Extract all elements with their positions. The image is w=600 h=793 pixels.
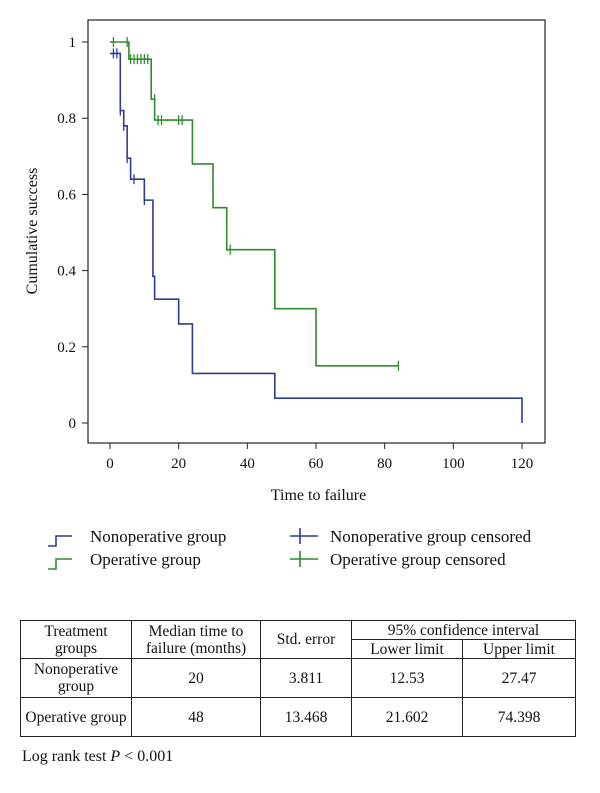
note-suffix: < 0.001	[124, 748, 174, 765]
cell-upper: 27.47	[462, 658, 576, 698]
x-tick-label: 0	[106, 456, 114, 472]
series-layer	[110, 37, 523, 423]
cell-group: Nonoperative group	[20, 658, 132, 698]
table-row: Nonoperative group 20 3.811 12.53 27.47	[20, 658, 576, 698]
y-tick-label: 0.2	[57, 340, 76, 356]
km-chart: 0 0.2 0.4 0.6 0.8 1 0 20 40 60 80 100 120 Cumulativ…	[24, 19, 546, 504]
y-tick-label: 0.4	[57, 264, 76, 280]
x-tick-label: 20	[171, 456, 186, 472]
y-tick-label: 0.6	[57, 187, 76, 203]
x-axis: 0 20 40 60 80 100 120	[106, 443, 533, 472]
cell-upper: 74.398	[462, 697, 576, 737]
header-upper-limit: Upper limit	[462, 639, 576, 659]
cell-stderr: 13.468	[260, 697, 352, 737]
header-median-time: Median time to failure (months)	[131, 620, 261, 659]
cell-stderr: 3.811	[260, 658, 352, 698]
y-tick-label: 1	[69, 35, 77, 51]
header-std-error: Std. error	[260, 620, 352, 659]
y-axis-title: Cumulative success	[24, 168, 41, 295]
header-confidence-interval: 95% confidence interval	[351, 620, 576, 640]
log-rank-note: Log rank test P < 0.001	[22, 748, 173, 766]
y-tick-label: 0.8	[57, 111, 76, 127]
x-tick-label: 60	[309, 456, 324, 472]
x-tick-label: 40	[240, 456, 255, 472]
cell-group: Operative group	[20, 697, 132, 737]
plot-frame	[87, 19, 546, 444]
table-row: Operative group 48 13.468 21.602 74.398	[20, 697, 576, 737]
header-lower-limit: Lower limit	[351, 639, 463, 659]
header-treatment-groups: Treatment groups	[20, 620, 132, 659]
note-prefix: Log rank test	[22, 748, 107, 765]
cell-lower: 12.53	[351, 658, 463, 698]
km-curve-nonoperative	[110, 52, 523, 423]
cell-median: 20	[131, 658, 261, 698]
cell-lower: 21.602	[351, 697, 463, 737]
y-axis: 0 0.2 0.4 0.6 0.8 1	[57, 35, 88, 432]
x-tick-label: 100	[442, 456, 465, 472]
x-axis-title: Time to failure	[271, 487, 366, 504]
table-header-row: Treatment groups Median time to failure …	[20, 620, 576, 659]
cell-median: 48	[131, 697, 261, 737]
results-table: Treatment groups Median time to failure …	[20, 620, 576, 737]
x-tick-label: 120	[511, 456, 534, 472]
note-p-symbol: P	[110, 748, 121, 765]
x-tick-label: 80	[377, 456, 392, 472]
y-tick-label: 0	[69, 416, 77, 432]
